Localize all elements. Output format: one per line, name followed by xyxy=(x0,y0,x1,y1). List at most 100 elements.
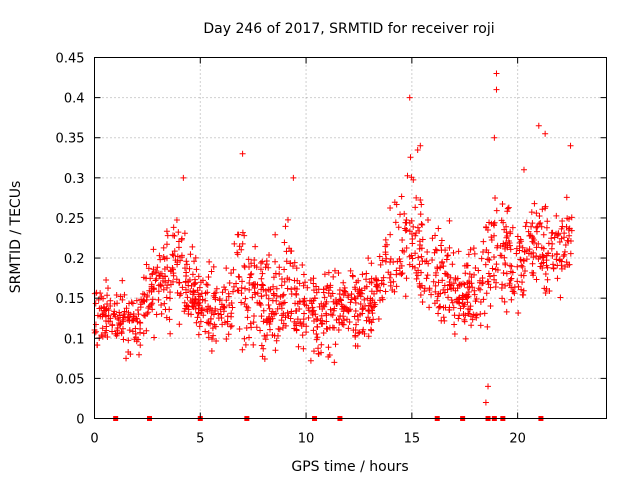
data-point xyxy=(417,196,424,203)
data-point xyxy=(238,246,245,253)
data-point xyxy=(266,305,273,312)
data-point xyxy=(262,336,269,343)
data-point xyxy=(349,272,356,279)
data-point xyxy=(238,284,245,291)
data-point xyxy=(179,284,186,291)
data-point xyxy=(463,294,470,301)
data-point xyxy=(375,315,382,322)
data-point xyxy=(409,240,416,247)
data-point xyxy=(340,308,347,315)
data-point xyxy=(217,306,224,313)
data-point xyxy=(195,273,202,280)
data-point xyxy=(368,275,375,282)
data-point xyxy=(487,273,494,280)
data-point xyxy=(238,299,245,306)
data-point xyxy=(499,201,506,208)
data-point xyxy=(466,283,473,290)
data-point xyxy=(498,217,505,224)
data-point xyxy=(550,265,557,272)
data-point xyxy=(567,142,574,149)
data-point xyxy=(471,271,478,278)
data-point xyxy=(520,272,527,279)
data-point xyxy=(119,317,126,324)
data-point xyxy=(329,324,336,331)
data-point xyxy=(205,330,212,337)
data-point xyxy=(393,201,400,208)
data-point xyxy=(563,194,570,201)
data-point xyxy=(92,300,99,307)
data-point xyxy=(103,277,110,284)
data-point xyxy=(270,283,277,290)
data-point xyxy=(191,258,198,265)
data-point xyxy=(318,320,325,327)
data-point xyxy=(558,235,565,242)
data-point xyxy=(361,330,368,337)
grid-lines xyxy=(94,57,607,419)
data-point xyxy=(229,304,236,311)
x-tick-label: 15 xyxy=(404,432,421,447)
data-point xyxy=(399,270,406,277)
data-point xyxy=(514,278,521,285)
data-point xyxy=(184,294,191,301)
data-point xyxy=(537,263,544,270)
data-point xyxy=(305,314,312,321)
data-point xyxy=(218,311,225,318)
data-point xyxy=(281,239,288,246)
data-point xyxy=(265,264,272,271)
data-point xyxy=(156,273,163,280)
data-point xyxy=(137,304,144,311)
data-point xyxy=(340,279,347,286)
data-point xyxy=(504,233,511,240)
data-point xyxy=(211,321,218,328)
data-point xyxy=(246,274,253,281)
data-point xyxy=(272,347,279,354)
x-axis-label: GPS time / hours xyxy=(291,459,408,475)
data-point xyxy=(295,343,302,350)
data-point xyxy=(498,252,505,259)
data-point xyxy=(509,224,516,231)
data-point xyxy=(197,293,204,300)
data-point xyxy=(300,321,307,328)
data-point xyxy=(245,304,252,311)
data-point xyxy=(518,238,525,245)
data-point xyxy=(293,265,300,272)
data-point xyxy=(276,264,283,271)
data-point xyxy=(204,282,211,289)
data-point xyxy=(236,243,243,250)
data-point xyxy=(259,258,266,265)
data-point xyxy=(544,218,551,225)
data-point xyxy=(409,263,416,270)
data-point xyxy=(507,277,514,284)
data-point xyxy=(408,252,415,259)
data-point xyxy=(382,288,389,295)
data-point xyxy=(300,282,307,289)
data-point xyxy=(444,252,451,259)
data-point xyxy=(149,296,156,303)
data-point xyxy=(522,223,529,230)
data-point xyxy=(503,270,510,277)
data-point xyxy=(348,290,355,297)
data-point xyxy=(412,250,419,257)
data-point xyxy=(268,310,275,317)
data-point xyxy=(431,249,438,256)
data-point xyxy=(438,237,445,244)
y-tick-labels: 0 0.05 0.1 0.15 0.2 0.25 0.3 0.35 0.4 0.45 xyxy=(56,52,85,428)
data-point xyxy=(465,251,472,258)
data-point xyxy=(250,312,257,319)
data-point xyxy=(313,289,320,296)
data-point xyxy=(158,310,165,317)
data-point xyxy=(530,249,537,256)
data-point xyxy=(470,245,477,252)
data-point xyxy=(378,277,385,284)
data-point xyxy=(352,333,359,340)
data-point xyxy=(486,256,493,263)
data-point xyxy=(443,270,450,277)
data-point xyxy=(508,275,515,282)
data-point xyxy=(521,267,528,274)
data-point xyxy=(417,211,424,218)
data-point xyxy=(480,296,487,303)
data-point xyxy=(105,307,112,314)
data-point xyxy=(258,275,265,282)
data-point xyxy=(483,290,490,297)
data-point xyxy=(432,282,439,289)
